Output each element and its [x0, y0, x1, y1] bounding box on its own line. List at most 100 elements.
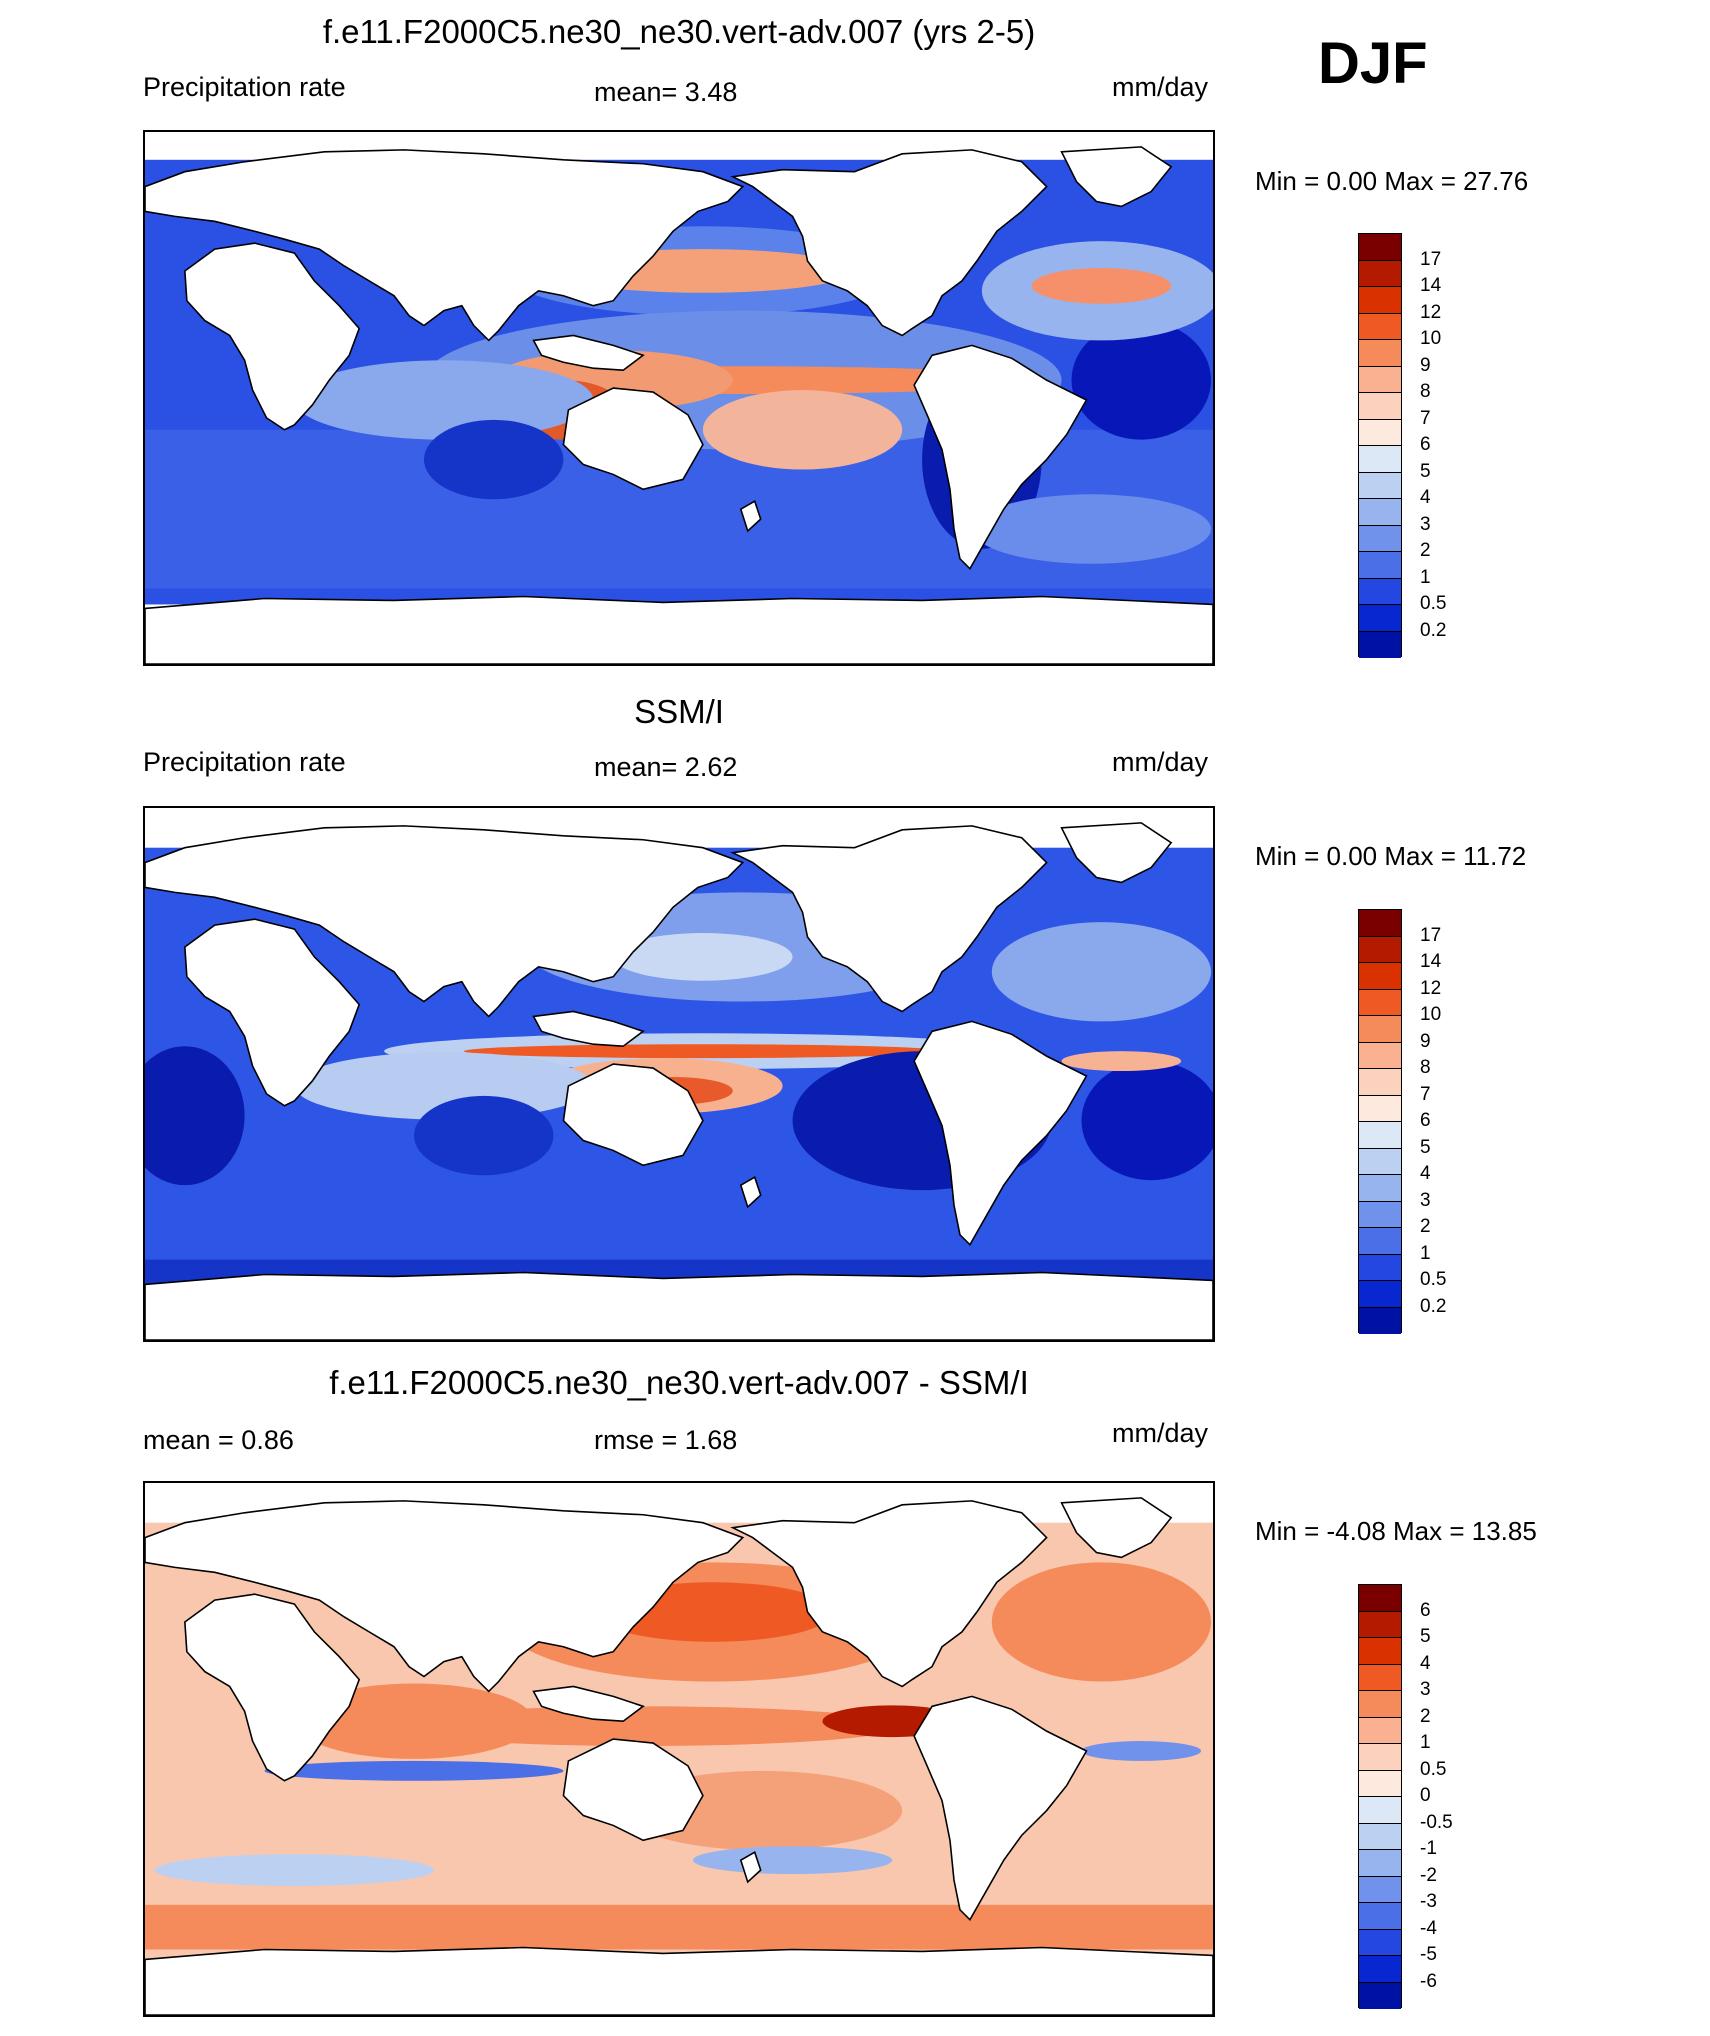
colorbar-segment — [1359, 578, 1401, 605]
colorbar-tick-label: 5 — [1420, 460, 1431, 482]
colorbar-segment — [1359, 1307, 1401, 1334]
variable-label: Precipitation rate — [143, 72, 346, 102]
colorbar-segment — [1359, 1956, 1401, 1983]
colorbar-tick-label: 1 — [1420, 566, 1431, 588]
colorbar-tick-label: 10 — [1420, 328, 1442, 349]
colorbar-segment — [1359, 1016, 1401, 1043]
colorbar-segment — [1359, 1929, 1401, 1956]
colorbar-tick-label: 5 — [1420, 1136, 1431, 1158]
colorbar-tick-label: 6 — [1420, 434, 1431, 455]
colorbar-segment — [1359, 525, 1401, 552]
colorbar-segment — [1359, 1797, 1401, 1824]
colorbar-segment — [1359, 446, 1401, 473]
colorbar-segment — [1359, 393, 1401, 420]
mean-label: mean= 2.62 — [594, 752, 738, 782]
colorbar-segment — [1359, 963, 1401, 990]
colorbar-tick-label: 9 — [1420, 354, 1431, 376]
colorbar-tick-label: 0 — [1420, 1785, 1431, 1806]
colorbar-tick-label: 4 — [1420, 1652, 1431, 1674]
colorbar-tick-label: 3 — [1420, 513, 1431, 535]
colorbar-tick-label: 2 — [1420, 1705, 1431, 1727]
colorbar-segment — [1359, 605, 1401, 632]
colorbar-segment — [1359, 1175, 1401, 1202]
colorbar-tick-label: 12 — [1420, 301, 1442, 323]
colorbar-segment — [1359, 989, 1401, 1016]
colorbar-tick-label: 8 — [1420, 381, 1431, 402]
colorbar-tick-label: 1 — [1420, 1242, 1431, 1264]
colorbar-segment — [1359, 340, 1401, 367]
colorbar-tick-label: -4 — [1420, 1917, 1437, 1939]
colorbar-segment — [1359, 287, 1401, 314]
colorbar-tick-label: 0.5 — [1420, 1269, 1447, 1290]
colorbar — [1358, 1584, 1402, 2009]
colorbar-tick-label: -6 — [1420, 1970, 1437, 1992]
colorbar-tick-label: 10 — [1420, 1004, 1442, 1025]
colorbar-segment — [1359, 1876, 1401, 1903]
colorbar-tick-label: 7 — [1420, 1083, 1431, 1105]
colorbar-tick-label: 0.5 — [1420, 593, 1447, 614]
colorbar-segment — [1359, 1228, 1401, 1255]
colorbar-segment — [1359, 234, 1401, 261]
colorbar — [1358, 233, 1402, 658]
colorbar-segment — [1359, 1717, 1401, 1744]
colorbar-segment — [1359, 419, 1401, 446]
colorbar-tick-label: -1 — [1420, 1838, 1437, 1859]
colorbar-segment — [1359, 1585, 1401, 1612]
colorbar-tick-label: 8 — [1420, 1057, 1431, 1078]
rmse-label: rmse = 1.68 — [594, 1425, 738, 1455]
colorbar-segment — [1359, 1982, 1401, 2009]
colorbar-segment — [1359, 1122, 1401, 1149]
colorbar-tick-label: 7 — [1420, 407, 1431, 429]
colorbar-tick-label: -5 — [1420, 1944, 1437, 1965]
colorbar-segment — [1359, 552, 1401, 579]
colorbar-segment — [1359, 499, 1401, 526]
colorbar-segment — [1359, 1254, 1401, 1281]
colorbar-segment — [1359, 313, 1401, 340]
colorbar-tick-label: 6 — [1420, 1599, 1431, 1621]
colorbar-segment — [1359, 1069, 1401, 1096]
colorbar-tick-label: 2 — [1420, 540, 1431, 561]
colorbar-tick-label: 2 — [1420, 1216, 1431, 1237]
colorbar-tick-label: 14 — [1420, 275, 1442, 296]
variable-label: Precipitation rate — [143, 747, 346, 777]
colorbar-segment — [1359, 631, 1401, 658]
colorbar-segment — [1359, 1201, 1401, 1228]
colorbar-tick-label: 14 — [1420, 951, 1442, 972]
panel-title: f.e11.F2000C5.ne30_ne30.vert-adv.007 - S… — [329, 1364, 1029, 1401]
colorbar-tick-label: 12 — [1420, 977, 1442, 999]
colorbar-segment — [1359, 1744, 1401, 1771]
colorbar-segment — [1359, 1611, 1401, 1638]
panel-title: SSM/I — [634, 693, 724, 730]
minmax-label: Min = 0.00 Max = 11.72 — [1255, 841, 1527, 871]
colorbar-segment — [1359, 1095, 1401, 1122]
colorbar-segment — [1359, 1823, 1401, 1850]
mean-label: mean = 0.86 — [143, 1425, 294, 1455]
mean-label: mean= 3.48 — [594, 77, 738, 107]
colorbar-tick-label: 0.5 — [1420, 1758, 1447, 1780]
colorbar-segment — [1359, 1664, 1401, 1691]
colorbar-segment — [1359, 1042, 1401, 1069]
minmax-label: Min = 0.00 Max = 27.76 — [1255, 166, 1529, 196]
colorbar-tick-label: 6 — [1420, 1110, 1431, 1131]
colorbar-tick-label: 1 — [1420, 1732, 1431, 1753]
colorbar-segment — [1359, 1281, 1401, 1308]
minmax-label: Min = -4.08 Max = 13.85 — [1255, 1516, 1537, 1546]
colorbar-tick-label: 0.2 — [1420, 1295, 1447, 1317]
colorbar-segment — [1359, 1850, 1401, 1877]
units-label: mm/day — [1112, 1418, 1209, 1448]
colorbar-tick-label: -2 — [1420, 1864, 1437, 1886]
colorbar-tick-label: -0.5 — [1420, 1811, 1453, 1833]
panel-title: f.e11.F2000C5.ne30_ne30.vert-adv.007 (yr… — [322, 13, 1036, 50]
units-label: mm/day — [1112, 72, 1209, 102]
season-label: DJF — [1318, 31, 1428, 96]
colorbar-segment — [1359, 472, 1401, 499]
colorbar-tick-label: 4 — [1420, 487, 1431, 508]
colorbar-segment — [1359, 1691, 1401, 1718]
colorbar-tick-label: 3 — [1420, 1679, 1431, 1700]
colorbar-segment — [1359, 366, 1401, 393]
colorbar-segment — [1359, 1770, 1401, 1797]
colorbar-tick-label: -3 — [1420, 1891, 1437, 1912]
colorbar-segment — [1359, 1148, 1401, 1175]
colorbar-tick-label: 9 — [1420, 1030, 1431, 1052]
map-difference — [143, 1481, 1215, 2017]
